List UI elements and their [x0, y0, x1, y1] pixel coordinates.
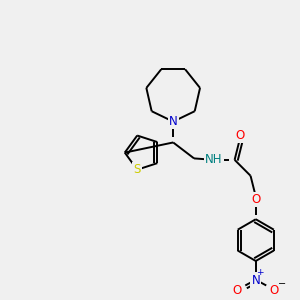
- Text: O: O: [232, 284, 242, 297]
- Text: +: +: [256, 268, 264, 278]
- Text: O: O: [235, 129, 244, 142]
- Text: O: O: [251, 193, 260, 206]
- Text: N: N: [251, 274, 260, 286]
- Text: S: S: [134, 163, 141, 176]
- Text: −: −: [278, 280, 286, 290]
- Text: N: N: [169, 115, 178, 128]
- Text: O: O: [270, 284, 279, 297]
- Text: NH: NH: [205, 153, 223, 166]
